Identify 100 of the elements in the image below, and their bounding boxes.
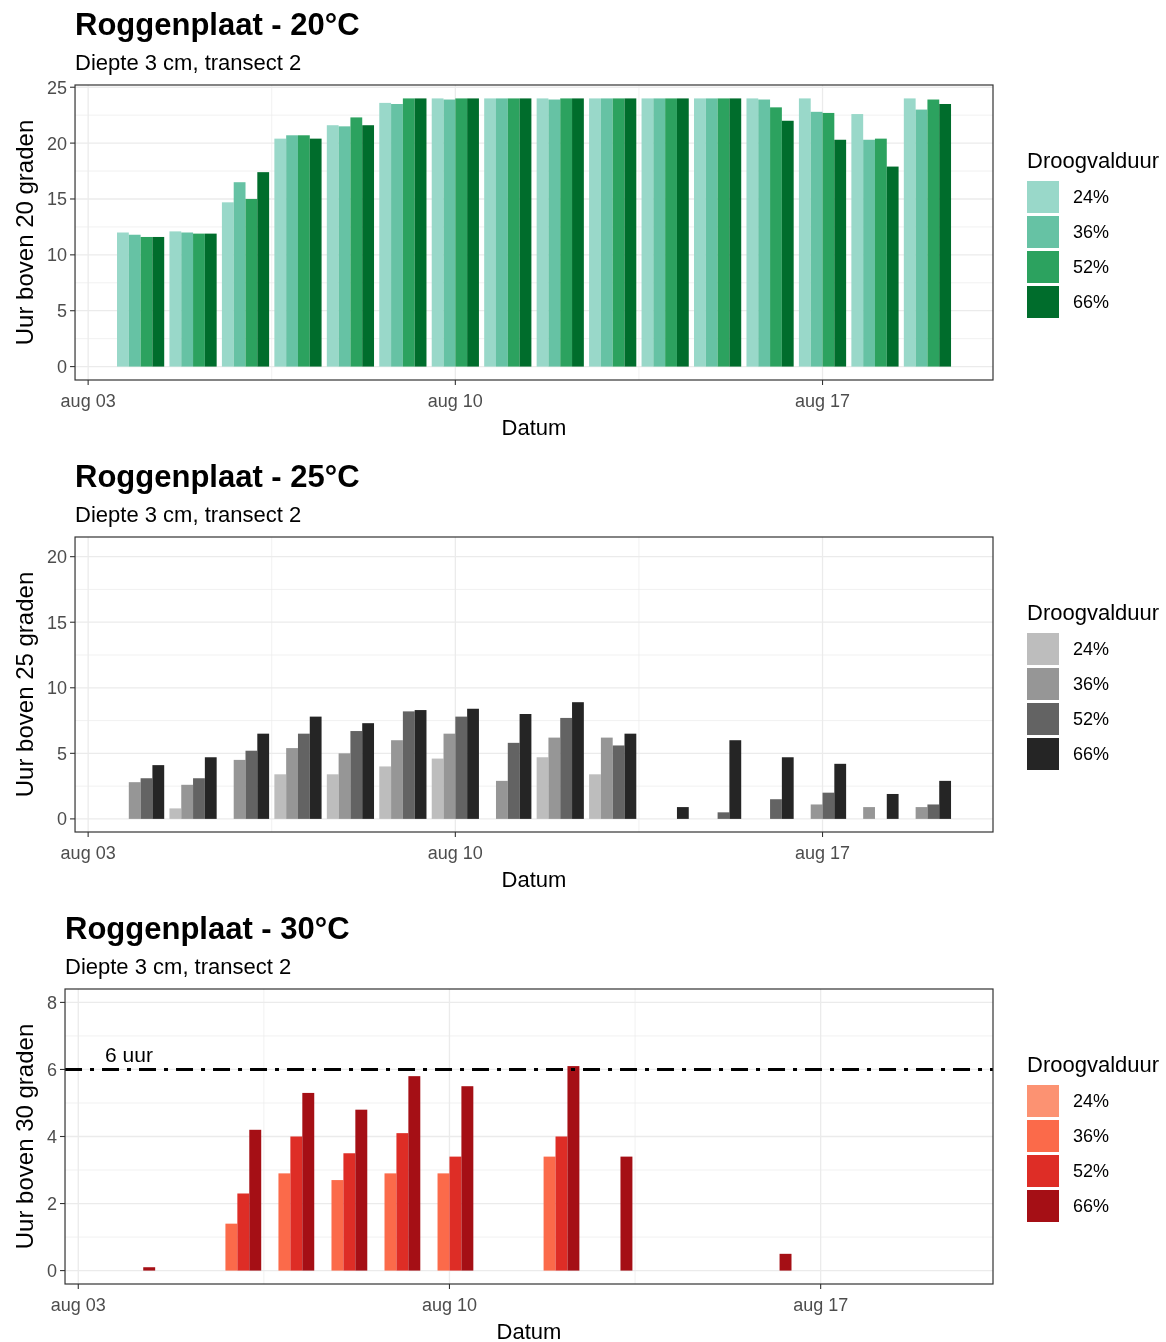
bar <box>379 766 392 819</box>
bar <box>245 750 258 819</box>
legend-label: 52% <box>1073 257 1110 277</box>
legend-label: 36% <box>1073 222 1110 242</box>
bar <box>798 98 811 367</box>
bar <box>543 1156 556 1271</box>
bar <box>286 748 298 819</box>
bar <box>915 807 928 819</box>
bar <box>237 1193 250 1271</box>
bar <box>274 138 287 367</box>
bar <box>758 99 771 367</box>
bar <box>665 98 677 367</box>
legend-label: 66% <box>1073 1196 1110 1216</box>
bar <box>309 716 322 819</box>
bar <box>729 98 742 367</box>
legend-label: 36% <box>1073 1126 1110 1146</box>
bar <box>915 109 928 367</box>
bar <box>225 1223 238 1271</box>
bar <box>886 793 899 819</box>
bar <box>676 807 689 819</box>
bar <box>278 1173 291 1271</box>
bar <box>676 98 689 367</box>
bar <box>484 98 496 367</box>
bar <box>612 745 625 819</box>
bar <box>302 1092 315 1271</box>
bar <box>152 236 165 367</box>
y-tick-label: 8 <box>47 992 58 1013</box>
legend-label: 36% <box>1073 674 1110 694</box>
bar <box>286 135 298 367</box>
chart-subtitle: Diepte 3 cm, transect 2 <box>75 502 302 527</box>
bar <box>396 1133 409 1271</box>
bar <box>612 98 625 367</box>
bar <box>863 139 875 367</box>
bar <box>181 232 194 367</box>
bar <box>193 778 205 819</box>
bar <box>927 99 940 367</box>
legend-title: Droogvalduur <box>1027 147 1160 173</box>
bar <box>810 804 823 819</box>
bar <box>600 737 613 819</box>
bar <box>379 102 392 367</box>
legend-label: 52% <box>1073 1161 1110 1181</box>
bar <box>770 799 782 819</box>
legend-label: 24% <box>1073 639 1110 659</box>
bar <box>536 98 549 367</box>
bar <box>143 1267 156 1271</box>
bar <box>274 774 287 819</box>
legend-label: 66% <box>1073 292 1110 312</box>
bar <box>221 202 234 367</box>
bar <box>729 740 742 819</box>
bar <box>863 807 875 819</box>
bar <box>705 98 718 367</box>
bar <box>331 1180 344 1271</box>
bar <box>443 733 456 819</box>
bar <box>449 1156 462 1271</box>
legend-title: Droogvalduur <box>1027 1051 1160 1077</box>
bar <box>495 98 508 367</box>
bar <box>461 1086 474 1271</box>
y-tick-label: 4 <box>47 1127 58 1147</box>
bar <box>140 236 153 367</box>
bar <box>851 114 864 367</box>
bar <box>555 1136 568 1271</box>
x-tick-label: aug 17 <box>794 391 851 411</box>
bar <box>140 778 153 819</box>
y-axis-title: Uur boven 20 graden <box>11 119 38 346</box>
x-tick-label: aug 03 <box>50 1295 106 1315</box>
y-tick-label: 15 <box>47 612 68 633</box>
y-tick-label: 20 <box>47 547 68 568</box>
y-tick-label: 20 <box>47 133 68 154</box>
bar <box>939 104 952 367</box>
y-tick-label: 2 <box>47 1194 58 1215</box>
bar <box>245 198 258 367</box>
bar <box>431 758 444 819</box>
bar <box>779 1253 792 1271</box>
bar <box>572 702 584 819</box>
bar <box>519 714 532 819</box>
bar <box>362 125 375 367</box>
bar <box>181 784 194 819</box>
chart-subtitle: Diepte 3 cm, transect 2 <box>75 50 302 75</box>
bar <box>204 233 217 367</box>
y-tick-label: 0 <box>57 809 68 830</box>
bar <box>362 723 375 819</box>
bar <box>567 1066 580 1271</box>
bar <box>343 1153 356 1271</box>
bar <box>128 234 141 367</box>
x-tick-label: aug 03 <box>60 391 116 411</box>
bar <box>903 98 916 367</box>
bar <box>257 733 270 819</box>
bar <box>717 812 730 819</box>
y-tick-label: 10 <box>47 678 68 699</box>
bar <box>781 120 794 367</box>
bar <box>694 98 706 367</box>
bar <box>810 111 823 367</box>
chart-title: Roggenplaat - 25°C <box>75 459 360 494</box>
bar <box>536 757 549 819</box>
legend-label: 52% <box>1073 709 1110 729</box>
x-tick-label: aug 10 <box>427 391 483 411</box>
bar <box>939 780 952 819</box>
bar <box>548 737 561 819</box>
bar <box>834 139 847 367</box>
bar <box>781 757 794 819</box>
